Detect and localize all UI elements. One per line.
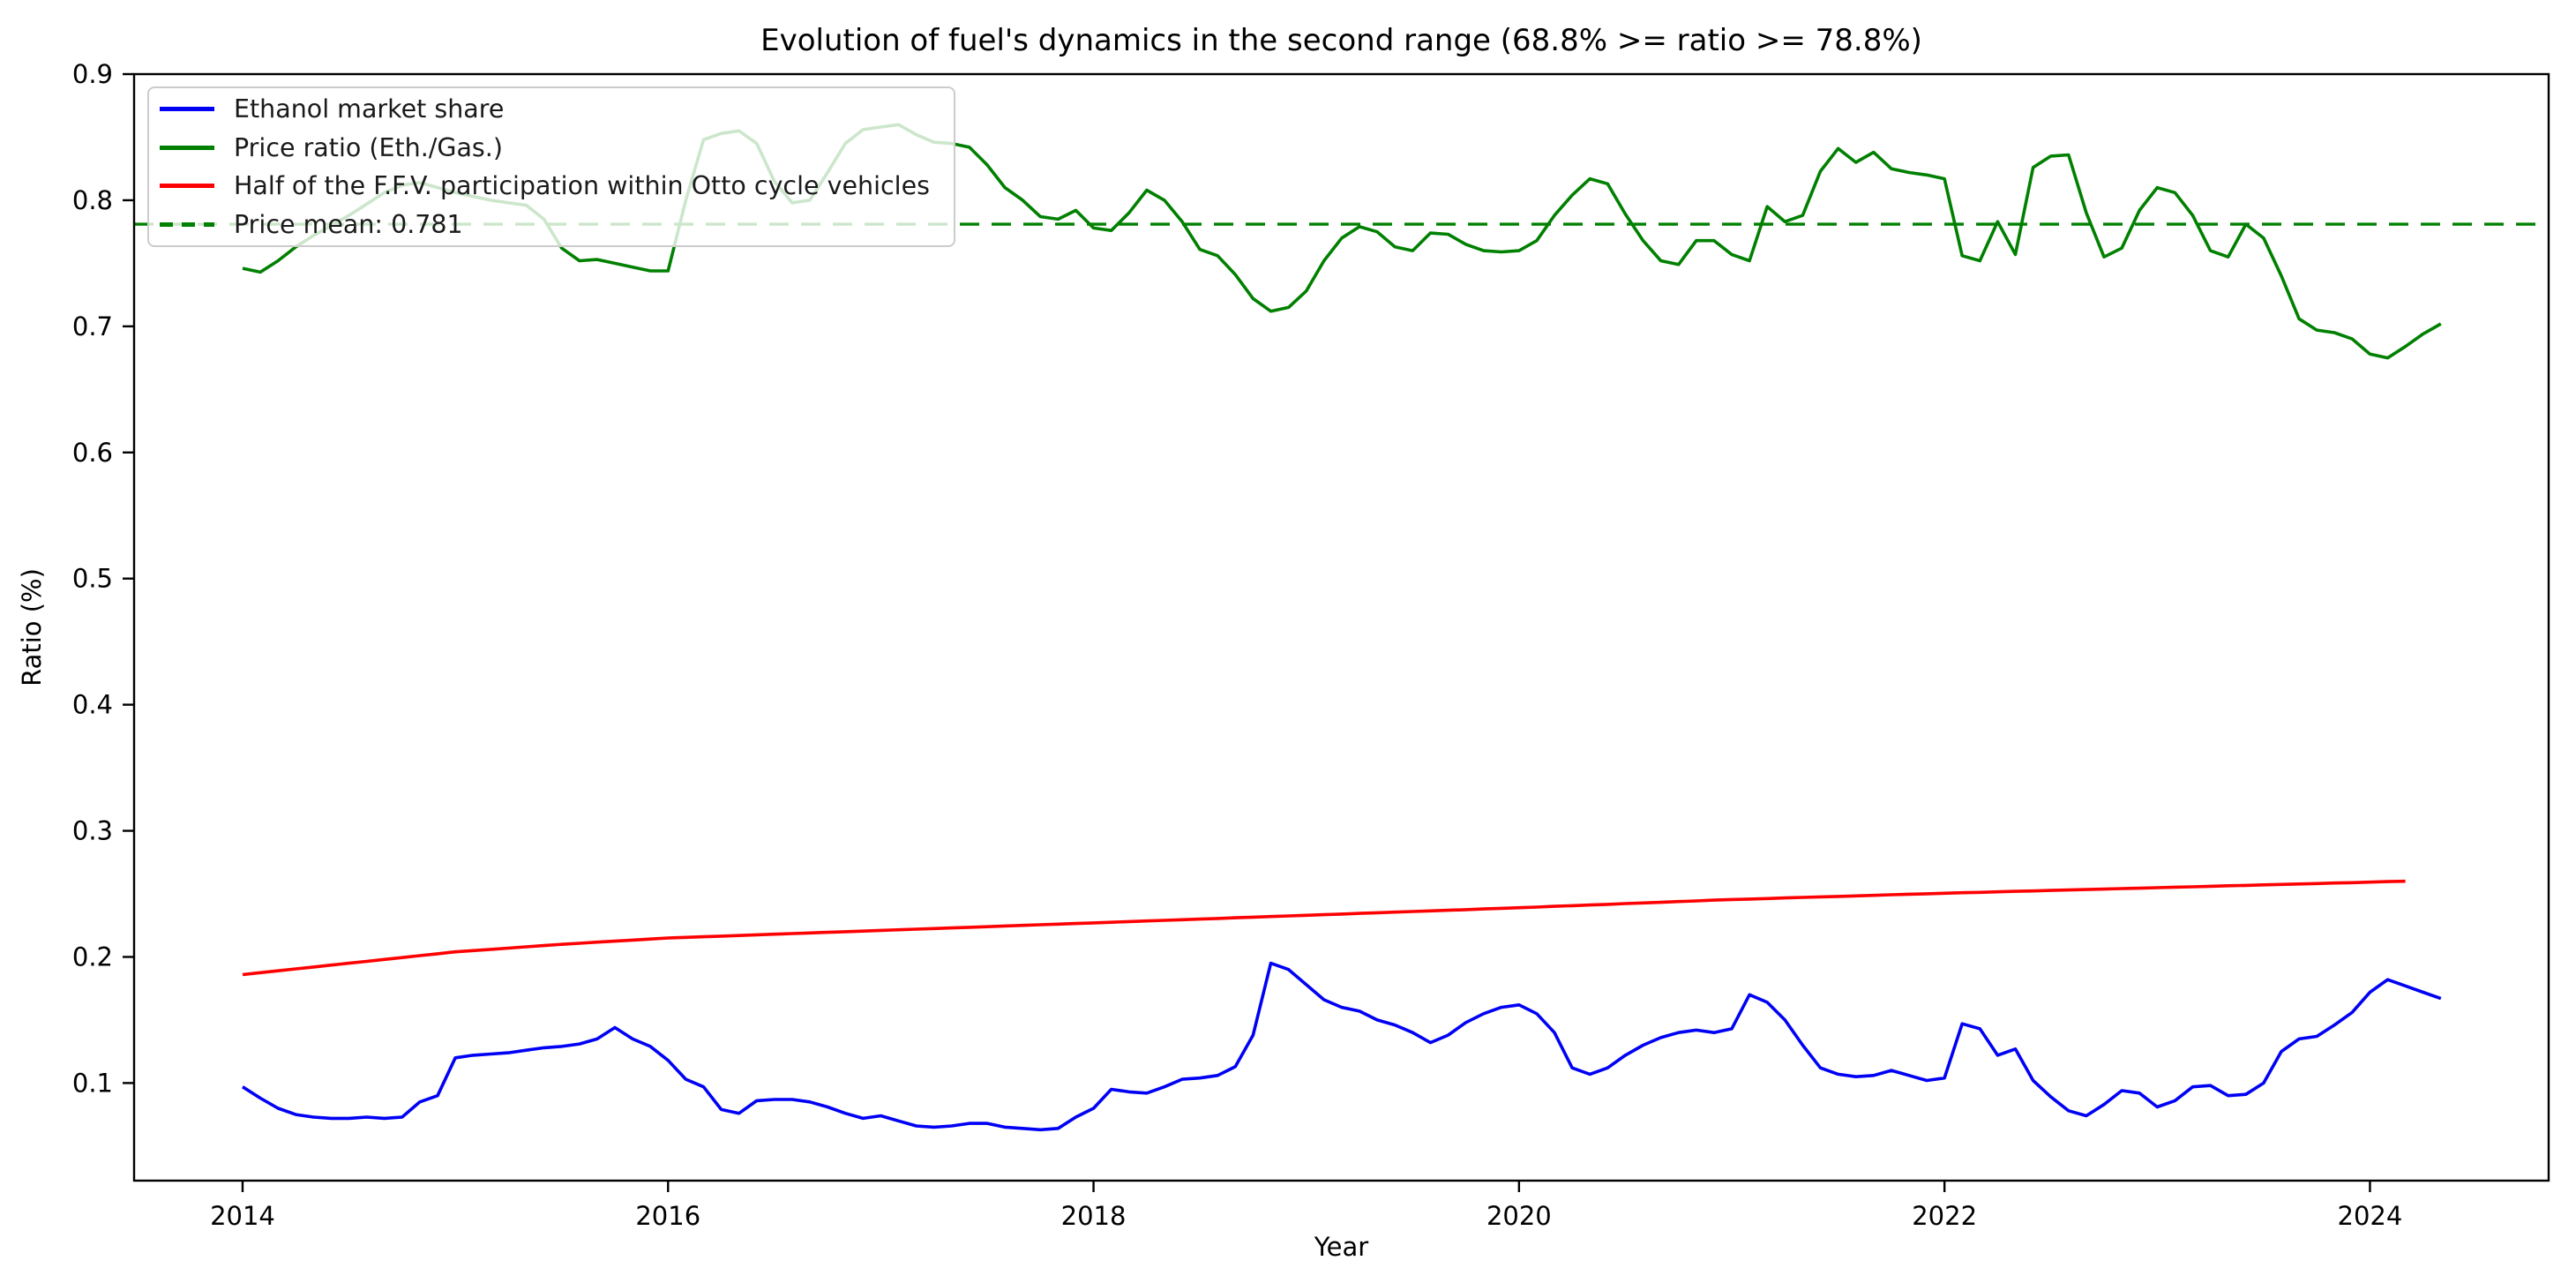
legend-swatch-price-ratio bbox=[160, 145, 214, 150]
y-tick-label: 0.2 bbox=[72, 942, 113, 972]
legend-item-price-ratio: Price ratio (Eth./Gas.) bbox=[149, 129, 954, 168]
y-tick-label: 0.1 bbox=[72, 1068, 113, 1098]
legend: Ethanol market share Price ratio (Eth./G… bbox=[147, 86, 955, 247]
x-tick-label: 2016 bbox=[635, 1201, 700, 1231]
x-axis-label: Year bbox=[1314, 1232, 1369, 1262]
legend-item-ffv: Half of the F.F.V. participation within … bbox=[149, 167, 954, 206]
y-tick-label: 0.3 bbox=[72, 816, 113, 846]
x-tick-label: 2024 bbox=[2338, 1201, 2403, 1231]
legend-label-price-mean: Price mean: 0.781 bbox=[234, 209, 463, 239]
legend-item-ethanol: Ethanol market share bbox=[149, 90, 954, 129]
y-tick-label: 0.6 bbox=[72, 438, 113, 468]
y-axis-label: Ratio (%) bbox=[17, 568, 47, 687]
y-tick-label: 0.7 bbox=[72, 311, 113, 341]
legend-swatch-ffv bbox=[160, 184, 214, 189]
y-tick-label: 0.8 bbox=[72, 185, 113, 215]
price-ratio-line bbox=[242, 123, 2442, 360]
x-tick-label: 2020 bbox=[1486, 1201, 1552, 1231]
y-tick-label: 0.4 bbox=[72, 690, 113, 720]
legend-swatch-price-mean bbox=[160, 221, 214, 227]
legend-label-ffv: Half of the F.F.V. participation within … bbox=[234, 171, 930, 201]
chart-title: Evolution of fuel's dynamics in the seco… bbox=[760, 23, 1922, 58]
x-tick-label: 2018 bbox=[1061, 1201, 1127, 1231]
legend-label-ethanol: Ethanol market share bbox=[234, 94, 505, 124]
y-tick-label: 0.9 bbox=[72, 59, 113, 89]
legend-swatch-ethanol bbox=[160, 107, 214, 112]
x-tick-label: 2014 bbox=[210, 1201, 275, 1231]
legend-item-price-mean: Price mean: 0.781 bbox=[149, 206, 954, 244]
x-tick-label: 2022 bbox=[1912, 1201, 1977, 1231]
y-tick-label: 0.5 bbox=[72, 564, 113, 594]
legend-label-price-ratio: Price ratio (Eth./Gas.) bbox=[234, 132, 503, 162]
ethanol-market-share-line bbox=[242, 961, 2442, 1132]
ffv-participation-half-line bbox=[242, 879, 2406, 977]
plot-border bbox=[132, 72, 2550, 1182]
